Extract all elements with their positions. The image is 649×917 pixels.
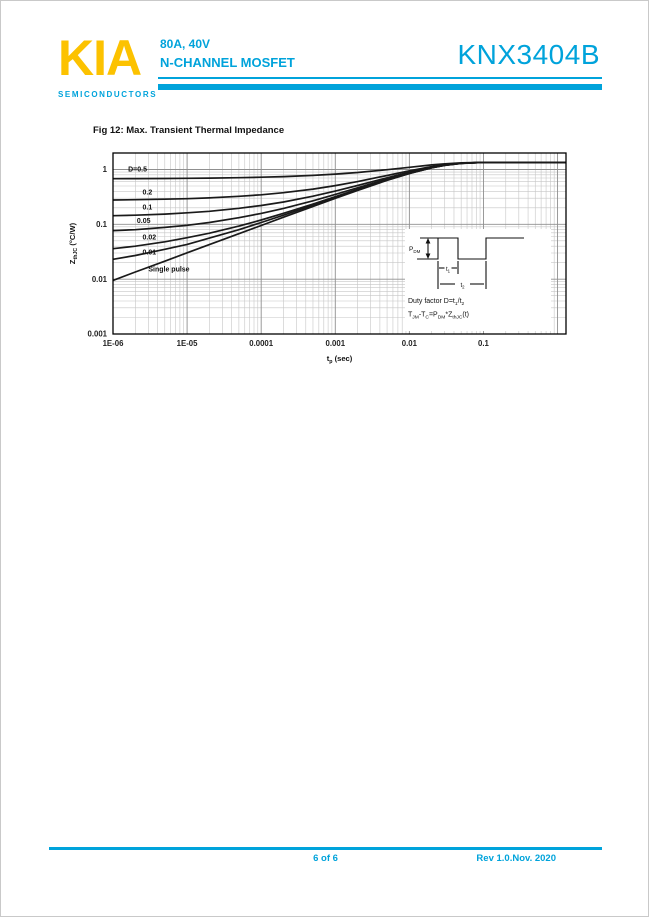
- svg-text:0.1: 0.1: [142, 205, 152, 212]
- svg-text:t1: t1: [446, 266, 451, 274]
- svg-text:0.1: 0.1: [96, 220, 108, 229]
- svg-text:1E-06: 1E-06: [103, 339, 124, 348]
- svg-text:Duty factor D=t1/t2: Duty factor D=t1/t2: [408, 298, 465, 307]
- figure-title: Fig 12: Max. Transient Thermal Impedance: [93, 125, 285, 136]
- device-family: N-CHANNEL MOSFET: [160, 55, 295, 70]
- svg-text:0.01: 0.01: [92, 275, 108, 284]
- svg-text:TJM-TC=PDM*ZthJC(t): TJM-TC=PDM*ZthJC(t): [408, 312, 469, 321]
- svg-text:1E-05: 1E-05: [177, 339, 198, 348]
- part-number: KNX3404B: [457, 39, 600, 70]
- svg-text:0.01: 0.01: [402, 339, 418, 348]
- svg-text:0.0001: 0.0001: [249, 339, 274, 348]
- axis-ticks: 1E-06 1E-05 0.0001 0.001 0.01 0.1 1 0.1 0.01 0.00…: [87, 165, 489, 348]
- device-rating: 80A, 40V: [160, 37, 211, 51]
- transient-thermal-impedance-chart: D=0.5 0.2 0.1 0.05 0.02 0.01 Single pulse PDM t1…: [68, 152, 567, 365]
- chart-container: D=0.5 0.2 0.1 0.05 0.02 0.01 Single pulse PDM t1…: [61, 141, 581, 381]
- y-axis-title: ZthJC (°C/W): [68, 222, 79, 264]
- plot-frame: [112, 152, 567, 335]
- kia-logo: KIA: [58, 30, 142, 86]
- svg-text:0.01: 0.01: [142, 250, 156, 257]
- svg-text:t2: t2: [460, 282, 465, 290]
- series-curves: [112, 161, 566, 282]
- svg-text:0.1: 0.1: [478, 339, 490, 348]
- svg-text:0.02: 0.02: [142, 234, 156, 241]
- x-axis-title: tp (sec): [327, 354, 353, 365]
- svg-text:1: 1: [103, 165, 108, 174]
- curve-Single pulse: [112, 161, 566, 282]
- revision-label: Rev 1.0.Nov. 2020: [476, 853, 556, 864]
- svg-text:0.001: 0.001: [87, 330, 107, 339]
- page-number: 6 of 6: [313, 853, 338, 864]
- header-rule-thin: [158, 77, 602, 79]
- svg-text:D=0.5: D=0.5: [128, 166, 147, 173]
- svg-text:Single pulse: Single pulse: [148, 266, 189, 273]
- logo-subtitle: SEMICONDUCTORS: [58, 90, 158, 99]
- curve-D=0.5: [112, 161, 566, 180]
- svg-text:PDM: PDM: [409, 246, 421, 254]
- svg-text:0.001: 0.001: [326, 339, 346, 348]
- duty-cycle-inset: PDM t1 t2 Duty factor D=t1/t2 TJM-TC=PDM*Zth…: [405, 229, 551, 331]
- svg-text:0.2: 0.2: [142, 190, 152, 197]
- header-rule-thick: [158, 84, 602, 90]
- footer-rule: [49, 847, 602, 850]
- svg-text:0.05: 0.05: [137, 218, 151, 225]
- curve-0.2: [112, 161, 566, 201]
- curve-labels: D=0.5 0.2 0.1 0.05 0.02 0.01 Single pulse: [128, 166, 190, 273]
